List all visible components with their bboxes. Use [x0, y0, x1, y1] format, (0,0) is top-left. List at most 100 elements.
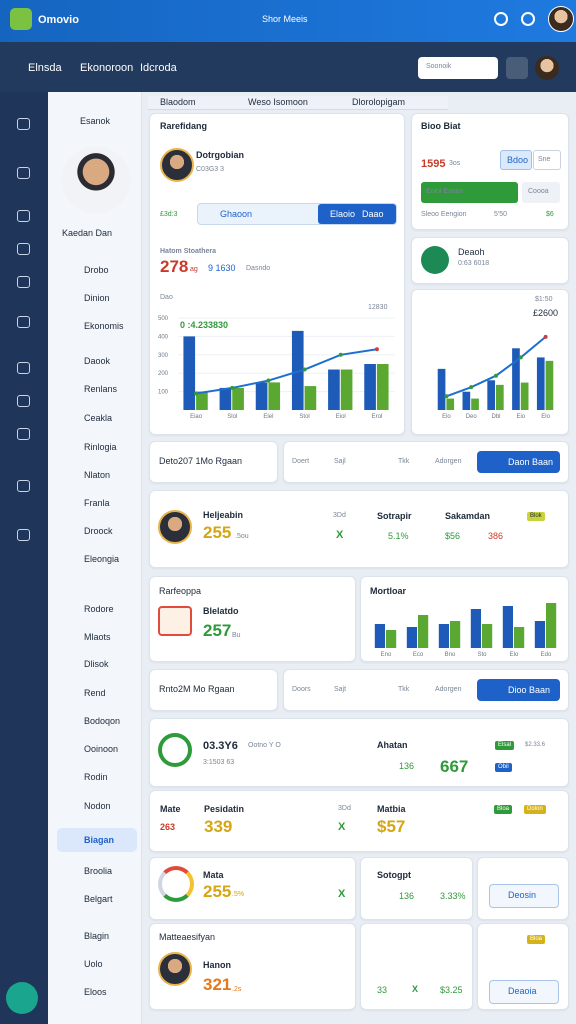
menu-item[interactable]: Eleongia	[84, 554, 120, 564]
menu-item[interactable]: Drobo	[84, 265, 109, 275]
menu-item[interactable]: Ekonomis	[84, 321, 124, 331]
profile-photo	[62, 146, 130, 214]
tab[interactable]: Doert	[292, 458, 310, 465]
menu-item[interactable]: Broolia	[84, 866, 113, 876]
rail-icon[interactable]	[17, 428, 30, 440]
tab[interactable]: Blaodom	[160, 97, 196, 107]
menu-item[interactable]: Daook	[84, 356, 111, 366]
column-label: Mate	[160, 804, 181, 814]
menu-item[interactable]: Ooinoon	[84, 744, 119, 754]
mark: X	[338, 821, 346, 833]
tab[interactable]: Tkk	[398, 686, 410, 693]
menu-item[interactable]: Nodon	[84, 801, 111, 811]
tab[interactable]: Sajt	[334, 686, 347, 693]
toggle-group[interactable]	[318, 204, 396, 224]
nav-item[interactable]: Elnsda	[28, 62, 62, 74]
menu-item[interactable]: Biagan	[84, 835, 115, 845]
menu-item[interactable]: Rodin	[84, 772, 108, 782]
button-text[interactable]: Deosin	[508, 890, 537, 900]
rail-icon[interactable]	[17, 243, 30, 255]
header-icon[interactable]	[521, 12, 535, 26]
bar	[219, 387, 232, 410]
rail-icon[interactable]	[17, 118, 30, 130]
menu-item[interactable]: Renlans	[84, 384, 118, 394]
tab[interactable]: Weso Isomoon	[248, 97, 308, 107]
value: 3.33%	[440, 891, 466, 901]
chart-label: Dao	[160, 294, 173, 301]
menu-item[interactable]: Eloos	[84, 987, 107, 997]
button-text[interactable]: Dioo Baan	[508, 685, 551, 695]
search-placeholder[interactable]: Soonoik	[426, 63, 452, 70]
button[interactable]	[500, 150, 532, 170]
toggle-option[interactable]: Daao	[362, 209, 384, 219]
rail-icon[interactable]	[17, 480, 30, 492]
menu-item[interactable]: Nlaton	[84, 470, 111, 480]
tab[interactable]: Dlorolopigam	[352, 97, 406, 107]
menu-item[interactable]: Franla	[84, 498, 110, 508]
tab[interactable]: Adorgen	[435, 686, 462, 693]
button[interactable]	[533, 150, 561, 170]
button-text[interactable]: Sne	[538, 156, 551, 163]
nav-item[interactable]: Idcroda	[140, 62, 177, 74]
rail-icon[interactable]	[17, 529, 30, 541]
tab[interactable]: Sajl	[334, 458, 346, 465]
column-value: 136	[399, 761, 415, 771]
button-text[interactable]: Coooa	[528, 188, 549, 195]
chip: Bloa	[494, 805, 513, 814]
menu-item[interactable]: Dlisok	[84, 659, 109, 669]
help-button[interactable]	[6, 982, 38, 1014]
person-name: Hanon	[203, 960, 231, 970]
button-text[interactable]: Bdoo	[507, 155, 529, 165]
column-label: Matbia	[377, 804, 406, 814]
budget-unit: 3os	[449, 160, 461, 167]
bar	[268, 382, 281, 410]
report-unit: Bu	[232, 632, 241, 639]
menu-item[interactable]: Mlaots	[84, 632, 111, 642]
button-text[interactable]: Deaoia	[508, 986, 537, 996]
card	[149, 441, 278, 483]
nav-button[interactable]	[506, 57, 528, 79]
rail-icon[interactable]	[17, 210, 30, 222]
tab[interactable]: Tkk	[398, 458, 410, 465]
chip: $2.33.6	[525, 742, 546, 748]
unit: .2s	[232, 986, 242, 993]
bar	[546, 603, 557, 648]
search-box[interactable]	[418, 57, 498, 79]
person-unit: .5ou	[235, 533, 249, 540]
primary-button[interactable]	[477, 679, 560, 701]
tab[interactable]: Adorgen	[435, 458, 462, 465]
rail-icon[interactable]	[17, 276, 30, 288]
menu-item[interactable]: Dinion	[84, 293, 110, 303]
toggle-option[interactable]: Elaoio	[330, 209, 356, 219]
column-value: $56	[445, 531, 461, 541]
menu-item[interactable]: Droock	[84, 526, 113, 536]
rail-icon[interactable]	[17, 316, 30, 328]
menu-item[interactable]: Belgart	[84, 894, 113, 904]
tab[interactable]: Doors	[292, 686, 311, 693]
menu-item[interactable]: Rend	[84, 688, 106, 698]
bar	[470, 609, 481, 648]
header-icon[interactable]	[494, 12, 508, 26]
outline-button[interactable]	[489, 884, 559, 908]
rail-icon[interactable]	[17, 395, 30, 407]
menu-item[interactable]: Bodoqon	[84, 716, 121, 726]
menu-item[interactable]: Ceakla	[84, 413, 113, 423]
outline-button[interactable]	[489, 980, 559, 1004]
x-tick-label: Stol	[299, 414, 309, 420]
bar-label: Eoiol Esoos	[426, 188, 463, 195]
primary-button[interactable]	[477, 451, 560, 473]
button-text[interactable]: Daon Baan	[508, 457, 554, 467]
input-text[interactable]: Ghaoon	[220, 209, 253, 219]
menu-item[interactable]: Rinlogia	[84, 442, 117, 452]
trend-line	[195, 348, 378, 395]
rail-icon[interactable]	[17, 167, 30, 179]
menu-item[interactable]: Rodore	[84, 604, 114, 614]
rail-icon[interactable]	[17, 362, 30, 374]
menu-item[interactable]: Blagin	[84, 931, 110, 941]
chip: Bloa	[527, 935, 546, 944]
nav-item[interactable]: Ekonoroon	[80, 62, 134, 74]
button[interactable]	[522, 182, 560, 203]
menu-item[interactable]: Uolo	[84, 959, 103, 969]
